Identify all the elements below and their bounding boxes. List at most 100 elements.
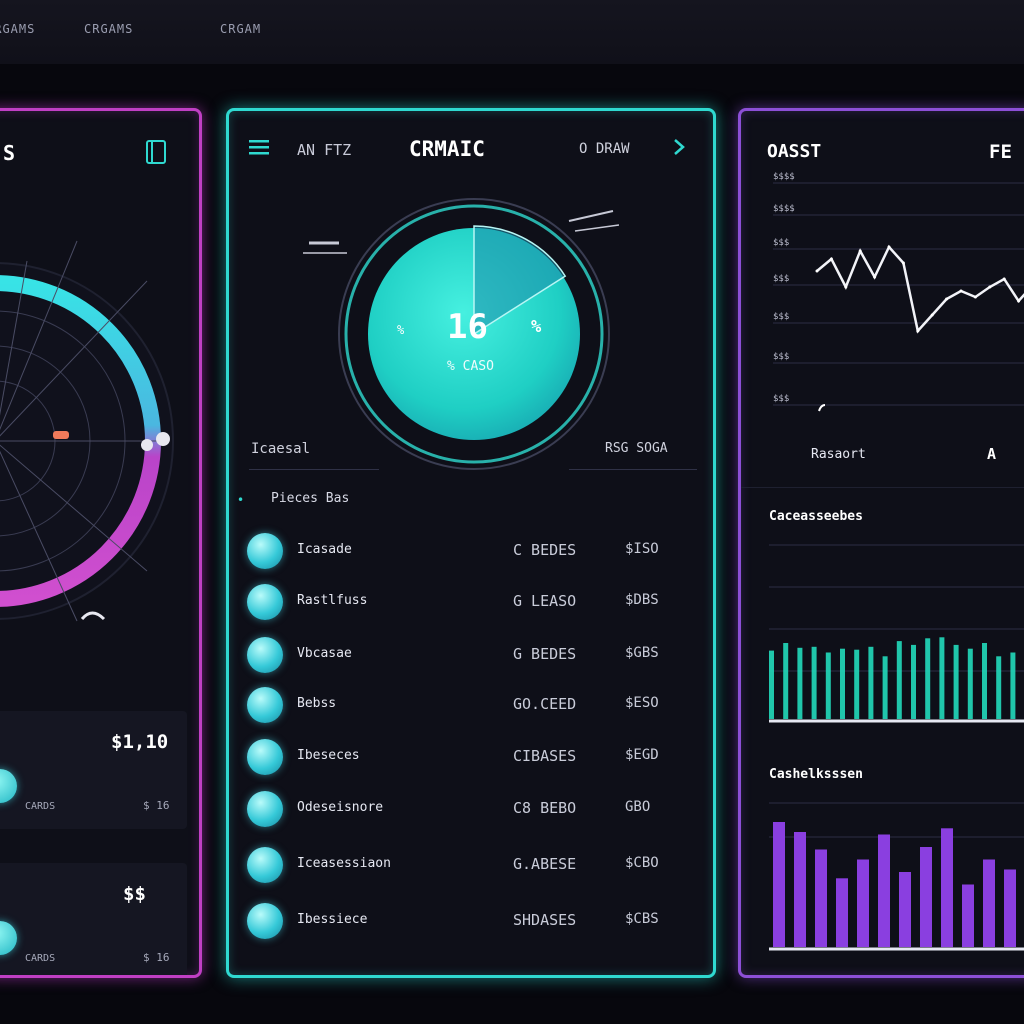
footer-right: A	[987, 445, 997, 463]
bar	[878, 834, 890, 947]
bubble-icon	[247, 739, 283, 775]
radar-gauge	[0, 240, 174, 622]
left-card-2-sub: $ 16	[143, 951, 170, 964]
list-item-name: Ibessiece	[297, 912, 368, 927]
chevron-right-icon[interactable]	[671, 137, 687, 161]
bar	[825, 652, 831, 719]
label-left: Icaesal	[251, 441, 311, 457]
line-series	[816, 244, 1024, 334]
nav-item-3[interactable]: CRGAM	[220, 22, 262, 36]
draw-button[interactable]: O DRAW	[579, 141, 630, 157]
line-point	[1017, 299, 1021, 303]
bar	[840, 648, 845, 719]
bar	[836, 878, 848, 948]
line-point	[930, 313, 934, 317]
page-title: CRMAIC	[409, 137, 485, 161]
list-item[interactable]: Vbcasae G BEDES $GBS	[243, 635, 701, 675]
y-tick-label: $$$$	[773, 204, 795, 214]
y-tick-label: $$$	[773, 274, 789, 284]
list-item[interactable]: Iceasessiaon G.ABESE $CBO	[243, 845, 701, 885]
gauge-fill-slice	[473, 225, 567, 336]
left-card-2[interactable]: $$ CARDS $ 16	[0, 863, 187, 975]
left-panel: S $1,10 CARDS $ 16	[0, 108, 202, 978]
bubble-icon	[247, 584, 283, 620]
line-point	[973, 295, 977, 299]
line-point	[815, 269, 819, 273]
hamburger-icon[interactable]	[249, 137, 269, 161]
teal-dot-icon	[0, 769, 17, 803]
list-item[interactable]: Ibessiece SHDASES $CBS	[243, 901, 701, 941]
left-card-1-label: CARDS	[25, 801, 56, 812]
list-item-amount: GBO	[625, 799, 651, 815]
bubble-icon	[247, 903, 283, 939]
list-item-name: Iceasessiaon	[297, 856, 391, 871]
list-item-code: C8 BEBO	[513, 799, 577, 817]
list-item[interactable]: Ibeseces CIBASES $EGD	[243, 737, 701, 777]
line-point	[916, 329, 920, 333]
bar	[962, 884, 974, 947]
list-item-amount: $DBS	[625, 592, 659, 608]
left-panel-title: S	[3, 141, 16, 165]
bar	[982, 643, 987, 719]
line-chart: $$$$$$$$$$$$$$$$$$$$$$$	[773, 172, 1024, 412]
y-tick-label: $$$	[773, 394, 789, 404]
list-item-name: Odeseisnore	[297, 800, 384, 815]
bar	[868, 646, 874, 719]
bar	[896, 641, 902, 719]
bar	[925, 638, 931, 720]
bar	[899, 872, 911, 947]
bar	[920, 847, 932, 947]
window-icon[interactable]	[145, 139, 167, 169]
right-panel-title: OASST	[767, 141, 822, 162]
bar-chart-purple	[769, 802, 1024, 951]
bubble-icon	[247, 791, 283, 827]
y-tick-label: $$$	[773, 352, 789, 362]
section3-title: Cashelksssen	[769, 767, 863, 782]
top-nav-bar: CRGAMS CRGAMS CRGAM	[0, 0, 1024, 64]
line-point	[829, 257, 833, 261]
list-item-name: Icasade	[297, 542, 352, 557]
bar	[811, 646, 817, 719]
footer-left: Rasaort	[811, 447, 866, 462]
list-item-amount: $GBS	[625, 645, 659, 661]
divider	[249, 469, 379, 470]
bar	[783, 643, 789, 719]
bar	[911, 644, 916, 719]
nav-item-2[interactable]: CRGAMS	[84, 22, 134, 36]
y-tick-label: $$$	[773, 312, 789, 322]
list-item-amount: $ISO	[625, 541, 659, 557]
list-item-name: Vbcasae	[297, 646, 352, 661]
list-item[interactable]: Rastlfuss G LEASO $DBS	[243, 582, 701, 622]
gauge-prefix: %	[397, 323, 405, 337]
list-item[interactable]: Odeseisnore C8 BEBO GBO	[243, 789, 701, 829]
list-item-name: Bebss	[297, 696, 337, 711]
list-item-amount: $EGD	[625, 747, 659, 763]
bar	[854, 649, 860, 719]
bubble-icon	[247, 847, 283, 883]
bar	[996, 656, 1002, 719]
list-item-amount: $ESO	[625, 695, 659, 711]
teal-dot-icon	[0, 921, 17, 955]
middle-panel: AN FTZ CRMAIC O DRAW % 16 % % CASO Icaes…	[226, 108, 716, 978]
list-item[interactable]: Icasade C BEDES $ISO	[243, 531, 701, 571]
left-card-2-value: $$	[123, 883, 146, 905]
line-point	[901, 261, 905, 265]
gauge-suffix: %	[531, 317, 542, 337]
list-header: Pieces Bas	[271, 491, 350, 506]
list-item-code: G LEASO	[513, 592, 577, 610]
list-item-amount: $CBO	[625, 855, 659, 871]
left-card-1[interactable]: $1,10 CARDS $ 16	[0, 711, 187, 829]
bubble-icon	[247, 637, 283, 673]
list-item-code: CIBASES	[513, 747, 577, 765]
bar	[1004, 869, 1016, 947]
list-item-code: GO.CEED	[513, 695, 577, 713]
left-card-2-label: CARDS	[25, 953, 56, 964]
left-card-1-sub: $ 16	[143, 799, 170, 812]
bar	[939, 637, 945, 719]
list-item[interactable]: Bebss GO.CEED $ESO	[243, 685, 701, 725]
list-item-name: Rastlfuss	[297, 593, 368, 608]
bar	[967, 648, 973, 719]
range-handle-icon	[818, 404, 826, 412]
line-point	[858, 249, 862, 253]
nav-item-1[interactable]: CRGAMS	[0, 22, 36, 36]
